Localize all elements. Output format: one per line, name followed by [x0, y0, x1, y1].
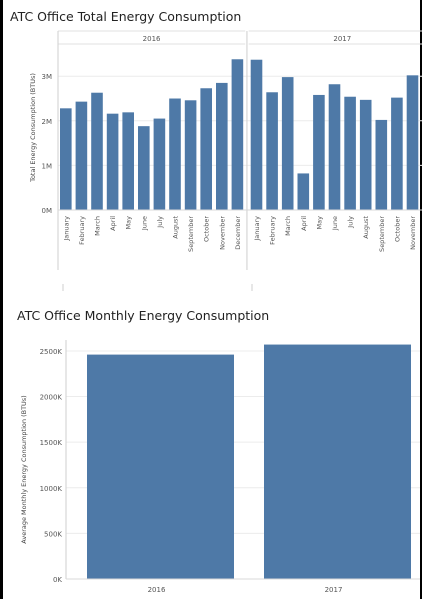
- y-axis-title: Average Monthly Energy Consumption (BTUs…: [20, 395, 28, 543]
- y-tick-label: 500K: [44, 530, 62, 538]
- x-tick-label: September: [378, 216, 386, 252]
- x-tick-label: June: [140, 216, 148, 231]
- bar-2016-october: [200, 88, 212, 210]
- bar-2016-september: [184, 100, 197, 210]
- bar-2017-september: [375, 119, 388, 210]
- window-right-edge: [420, 0, 422, 599]
- y-tick-label: 2500K: [40, 348, 63, 356]
- y-axis-title: Total Energy Consumption (BTUs): [29, 73, 37, 183]
- x-tick-label: January: [62, 216, 70, 242]
- bar-2016: [87, 354, 234, 579]
- year-header-label: 2016: [143, 35, 161, 43]
- x-tick-label: December: [234, 216, 242, 250]
- chart-title-monthly: ATC Office Monthly Energy Consumption: [17, 308, 270, 323]
- y-tick-label: 2000K: [40, 394, 63, 402]
- total-energy-chart: 2016 2017 0M 1M 2M 3M Total Energy Consumption…: [29, 30, 422, 291]
- y-tick-label: 2M: [42, 118, 53, 126]
- x-tick-label: July: [156, 216, 164, 229]
- y-tick-label: 0M: [42, 207, 53, 215]
- window-left-edge: [0, 0, 3, 599]
- bar-2016-july: [153, 118, 166, 210]
- x-tick-label: February: [269, 216, 277, 245]
- y-tick-label: 3M: [42, 73, 53, 81]
- bar-2017-january: [250, 59, 263, 210]
- x-tick-label: November: [409, 216, 417, 250]
- x-tick-label: October: [203, 216, 211, 242]
- x-tick-label: April: [300, 216, 308, 231]
- bar-2016-january: [60, 108, 72, 210]
- x-tick-label: June: [331, 216, 339, 231]
- x-tick-label: 2016: [148, 586, 166, 594]
- x-tick-label: August: [362, 216, 370, 239]
- bar-2016-december: [231, 59, 244, 211]
- x-tick-label: August: [172, 216, 180, 239]
- x-tick-label: July: [347, 216, 355, 229]
- bar-2017: [264, 344, 411, 579]
- y-tick-label: 1000K: [40, 485, 63, 493]
- x-tick-label: February: [78, 216, 86, 245]
- y-tick-label: 0K: [53, 576, 62, 584]
- x-tick-label: March: [284, 216, 292, 236]
- chart-title-total: ATC Office Total Energy Consumption: [10, 9, 242, 24]
- bar-2017-november: [406, 75, 419, 210]
- bar-2017-july: [344, 96, 356, 210]
- bar-2017-march: [281, 77, 294, 210]
- bar-2017-june: [328, 84, 341, 210]
- bar-2017-february: [266, 92, 278, 210]
- year-header-label: 2017: [333, 35, 351, 43]
- bar-2017-may: [313, 94, 325, 210]
- x-tick-label: March: [94, 216, 102, 236]
- x-tick-label: November: [218, 216, 226, 250]
- bar-2016-april: [106, 113, 119, 210]
- bar-2016-august: [169, 98, 181, 210]
- bar-2017-october: [391, 97, 403, 210]
- bar-2016-february: [75, 101, 88, 210]
- y-tick-label: 1500K: [40, 439, 63, 447]
- y-tick-label: 1M: [42, 162, 53, 170]
- bar-2017-august: [359, 99, 372, 210]
- x-tick-label: April: [109, 216, 117, 231]
- x-tick-label: September: [187, 216, 195, 252]
- bar-2016-november: [216, 82, 228, 210]
- x-tick-label: May: [315, 216, 323, 230]
- x-tick-label: 2017: [325, 586, 343, 594]
- bar-2016-june: [138, 126, 150, 210]
- bar-2016-may: [122, 112, 134, 210]
- x-tick-label: January: [253, 216, 261, 242]
- x-tick-label: May: [125, 216, 133, 230]
- bar-2017-april: [297, 173, 310, 210]
- x-tick-label: October: [393, 216, 401, 242]
- bar-2016-march: [91, 92, 103, 210]
